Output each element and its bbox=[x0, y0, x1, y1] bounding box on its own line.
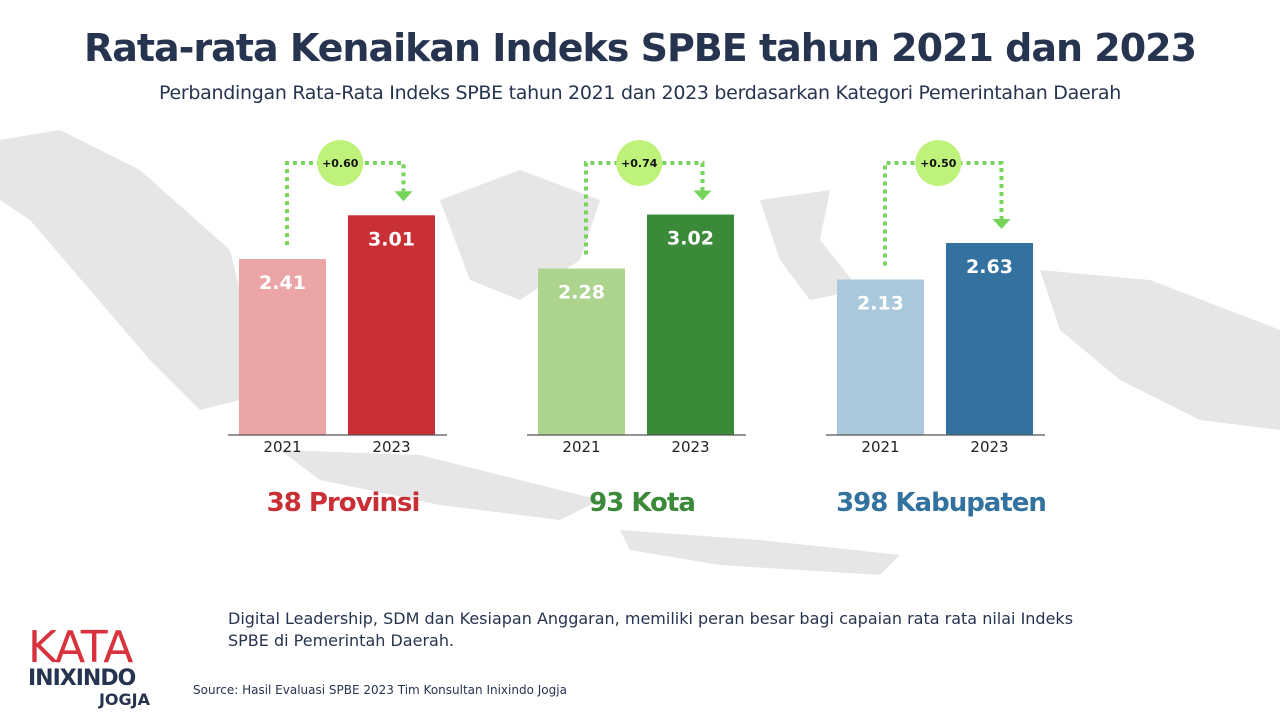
note-text: Digital Leadership, SDM dan Kesiapan Ang… bbox=[228, 609, 1074, 650]
logo: KATA INIXINDO JOGJA bbox=[28, 622, 158, 710]
map-java bbox=[280, 450, 600, 520]
chart-group-2: 2.13 2021 2.63 2023 +0.50 398 Kabupaten bbox=[826, 140, 1047, 518]
logo-jogja: JOGJA bbox=[98, 690, 150, 709]
page-subtitle: Perbandingan Rata-Rata Indeks SPBE tahun… bbox=[159, 82, 1121, 104]
change-label: +0.50 bbox=[920, 157, 957, 170]
value-label: 2.13 bbox=[857, 293, 904, 315]
map-nusa bbox=[620, 530, 900, 575]
page-title: Rata-rata Kenaikan Indeks SPBE tahun 202… bbox=[83, 26, 1197, 70]
map-sulawesi bbox=[760, 190, 860, 300]
category-label: 38 Provinsi bbox=[267, 488, 420, 518]
chart-group-1: 2.28 2021 3.02 2023 +0.74 93 Kota bbox=[527, 140, 746, 518]
category-label: 398 Kabupaten bbox=[836, 488, 1046, 518]
bar-2023 bbox=[946, 243, 1033, 435]
bar-2023 bbox=[647, 214, 734, 435]
value-label: 3.02 bbox=[667, 228, 714, 250]
x-tick-label: 2021 bbox=[861, 438, 899, 456]
x-tick-label: 2023 bbox=[372, 438, 410, 456]
arrow-head-icon bbox=[992, 219, 1011, 230]
change-badge bbox=[317, 140, 364, 186]
change-label: +0.74 bbox=[621, 157, 658, 170]
change-badge bbox=[616, 140, 663, 186]
bar-2021 bbox=[538, 268, 625, 435]
bar-2021 bbox=[837, 279, 924, 435]
change-label: +0.60 bbox=[322, 157, 359, 170]
increase-arrow bbox=[285, 161, 406, 246]
map-papua bbox=[1040, 270, 1280, 430]
arrow-head-icon bbox=[394, 191, 413, 202]
arrow-head-icon bbox=[693, 190, 712, 201]
x-tick-label: 2021 bbox=[263, 438, 301, 456]
x-tick-label: 2021 bbox=[562, 438, 600, 456]
chart-group-0: 2.41 2021 3.01 2023 +0.60 38 Provinsi bbox=[228, 140, 447, 518]
value-label: 2.41 bbox=[259, 272, 306, 294]
x-tick-label: 2023 bbox=[970, 438, 1008, 456]
change-badge bbox=[915, 140, 962, 186]
value-label: 2.28 bbox=[558, 282, 605, 304]
source-text: Source: Hasil Evaluasi SPBE 2023 Tim Kon… bbox=[193, 683, 567, 697]
bar-2023 bbox=[348, 215, 435, 435]
map-sumatra bbox=[0, 130, 250, 410]
x-tick-label: 2023 bbox=[671, 438, 709, 456]
map-kalimantan bbox=[440, 170, 600, 300]
category-label: 93 Kota bbox=[589, 488, 695, 518]
value-label: 2.63 bbox=[966, 256, 1013, 278]
value-label: 3.01 bbox=[368, 228, 415, 250]
logo-kata: KATA bbox=[28, 622, 133, 673]
logo-inixindo: INIXINDO bbox=[28, 666, 136, 691]
bar-2021 bbox=[239, 259, 326, 435]
